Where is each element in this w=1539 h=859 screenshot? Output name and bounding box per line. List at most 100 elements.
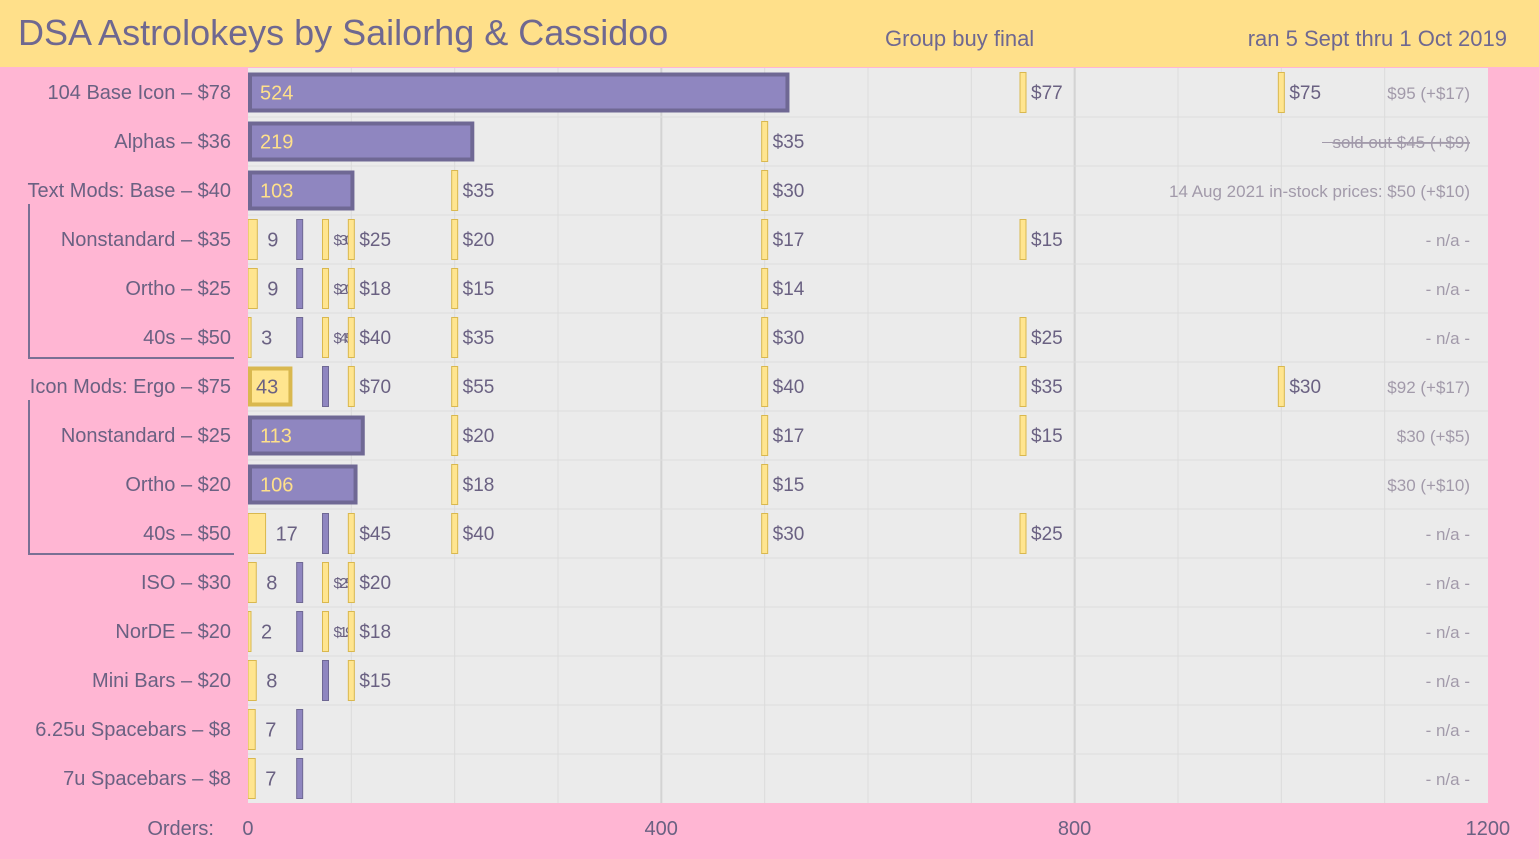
order-bar-inner: [252, 419, 361, 452]
tier-label: $45: [359, 524, 391, 545]
order-count: 7: [265, 769, 276, 791]
tier-label: $20: [463, 426, 495, 447]
tier-label: $25: [1031, 524, 1063, 545]
order-bar: [248, 317, 252, 358]
order-bar-inner: [252, 174, 351, 207]
icon-mods-bracket: [28, 400, 234, 555]
tier-label: $30: [773, 181, 805, 202]
order-count: 3: [261, 328, 272, 350]
tier-marker: [347, 219, 355, 260]
price-note: - n/a -: [1426, 280, 1470, 299]
price-note: 14 Aug 2021 in-stock prices: $50 (+$10): [1169, 182, 1470, 201]
x-axis-label: Orders:: [147, 818, 214, 840]
row-label: Alphas – $36: [114, 130, 231, 153]
order-count: 106: [260, 475, 293, 497]
header-bar: DSA Astrolokeys by Sailorhg & Cassidoo G…: [0, 0, 1539, 67]
order-count: 8: [266, 573, 277, 595]
row-label: Icon Mods: Ergo – $75: [29, 375, 231, 398]
tier-marker: [347, 611, 355, 652]
price-note: - n/a -: [1426, 623, 1470, 642]
order-count: 103: [260, 181, 293, 203]
order-bar: [248, 513, 267, 554]
order-count: 2: [261, 622, 272, 644]
row-label: 6.25u Spacebars – $8: [35, 718, 231, 741]
tier-marker: [322, 611, 329, 652]
tier-marker: [322, 366, 329, 407]
price-note: $30 (+$10): [1387, 476, 1470, 495]
order-count: 7: [265, 720, 276, 742]
price-note: $92 (+$17): [1387, 378, 1470, 397]
price-note: $95 (+$17): [1387, 84, 1470, 103]
tier-marker: [451, 219, 459, 260]
tier-marker: [1019, 219, 1027, 260]
order-bar-inner: [252, 125, 471, 158]
tier-label: $40: [463, 524, 495, 545]
tier-marker: [451, 513, 459, 554]
tier-marker: [451, 268, 459, 309]
row-label: 40s – $50: [143, 522, 231, 545]
tier-label: $15: [1031, 230, 1063, 251]
tier-marker: [761, 121, 769, 162]
tier-marker: [347, 317, 355, 358]
tier-label: $55: [463, 377, 495, 398]
row-label: Nonstandard – $25: [60, 424, 231, 447]
tier-marker: [1019, 415, 1027, 456]
tier-marker: [322, 219, 329, 260]
price-note: - n/a -: [1426, 574, 1470, 593]
order-count: 8: [266, 671, 277, 693]
tier-marker: [761, 415, 769, 456]
tier-marker: [296, 219, 304, 260]
tier-label: $40: [773, 377, 805, 398]
tier-label: $35: [1031, 377, 1063, 398]
tier-label: $17: [773, 426, 805, 447]
order-count: 17: [276, 524, 298, 546]
tier-label: $15: [773, 475, 805, 496]
row-label: 7u Spacebars – $8: [63, 767, 231, 790]
tier-label: $30: [1289, 377, 1321, 398]
order-bar-inner: [252, 370, 289, 403]
text-mods-bracket: [28, 204, 234, 359]
tier-label: $30: [773, 524, 805, 545]
tier-label: $40: [359, 328, 391, 349]
row-label: NorDE – $20: [115, 620, 231, 643]
tier-marker: [451, 317, 459, 358]
order-count: 43: [256, 377, 278, 399]
tier-label: $20: [359, 573, 391, 594]
tier-label: $35: [463, 328, 495, 349]
tier-marker: [1277, 72, 1285, 113]
order-count: 524: [260, 83, 293, 105]
chart-title: DSA Astrolokeys by Sailorhg & Cassidoo: [18, 12, 669, 53]
tier-label: $35: [773, 132, 805, 153]
row-label: ISO – $30: [140, 571, 231, 594]
tier-label: $18: [359, 622, 391, 643]
tier-marker: [322, 660, 329, 701]
tier-marker: [1277, 366, 1285, 407]
tier-marker: [296, 317, 304, 358]
tier-marker: [451, 366, 459, 407]
tier-marker: [1019, 317, 1027, 358]
tier-marker: [296, 709, 304, 750]
x-tick-label: 800: [1057, 818, 1092, 840]
tier-label: $18: [359, 279, 391, 300]
tier-label: $18: [463, 475, 495, 496]
tier-marker: [347, 366, 355, 407]
price-note: - n/a -: [1426, 672, 1470, 691]
price-note: - n/a -: [1426, 721, 1470, 740]
tier-marker: [322, 562, 329, 603]
tier-marker: [296, 562, 304, 603]
order-bar: [248, 268, 258, 309]
row-label: 104 Base Icon – $78: [47, 81, 231, 104]
tier-label: $30: [773, 328, 805, 349]
date-range: ran 5 Sept thru 1 Oct 2019: [1247, 26, 1507, 51]
tier-label: $75: [1289, 83, 1321, 104]
x-tick-label: 0: [242, 818, 254, 840]
order-bar: [248, 562, 257, 603]
order-bar-inner: [252, 468, 354, 501]
row-label: Nonstandard – $35: [60, 228, 231, 251]
tier-marker: [761, 170, 769, 211]
order-bar: [248, 709, 256, 750]
order-bar-inner: [252, 76, 786, 109]
order-bar: [248, 758, 256, 799]
tier-label: $77: [1031, 83, 1063, 104]
tier-marker: [451, 170, 459, 211]
